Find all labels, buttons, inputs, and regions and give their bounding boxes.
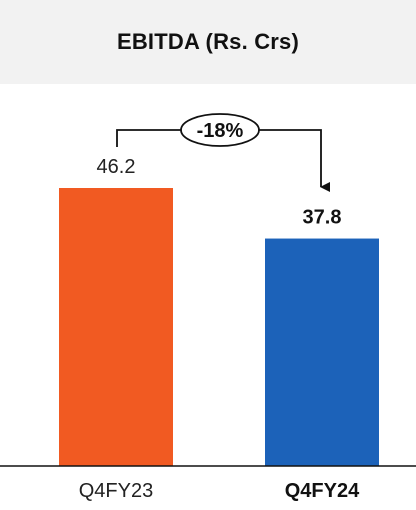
value-label-q4fy23: 46.2	[97, 156, 136, 178]
category-label-q4fy24: Q4FY24	[285, 480, 360, 502]
change-ellipse	[180, 113, 260, 147]
change-annotation: -18%	[116, 113, 330, 192]
value-label-q4fy24: 37.8	[303, 207, 342, 229]
change-connector-right	[259, 129, 330, 192]
bar-q4fy23	[59, 188, 173, 466]
change-connector-left	[116, 129, 181, 147]
title-band: EBITDA (Rs. Crs)	[0, 0, 416, 84]
change-percent-label: -18%	[197, 120, 244, 142]
chart-title: EBITDA (Rs. Crs)	[116, 29, 300, 54]
category-label-q4fy23: Q4FY23	[79, 480, 153, 502]
bar-q4fy24	[265, 238, 379, 466]
